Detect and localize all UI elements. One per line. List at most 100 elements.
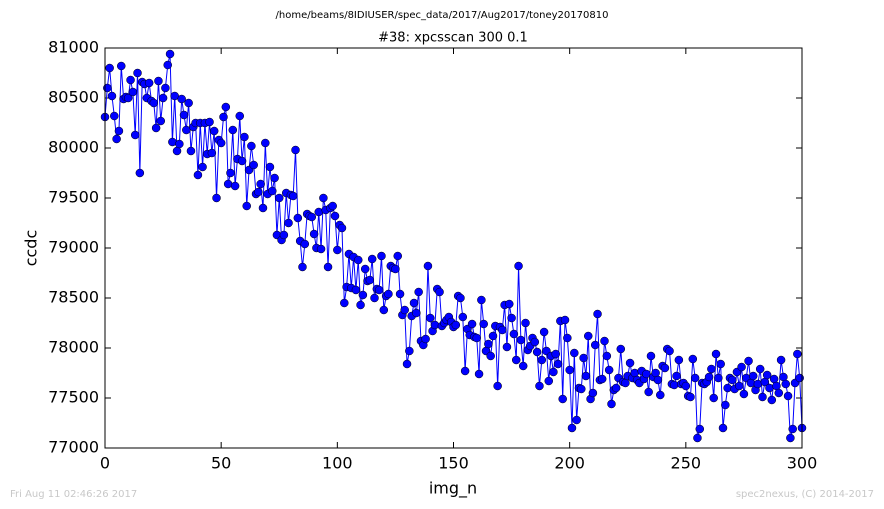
data-point <box>258 203 268 213</box>
data-point <box>451 320 461 330</box>
data-point <box>788 424 797 434</box>
data-point <box>412 308 421 318</box>
data-point <box>105 63 114 73</box>
x-tick-label: 300 <box>787 454 818 473</box>
data-point <box>577 384 586 394</box>
data-point <box>518 361 528 371</box>
data-point <box>379 305 389 315</box>
data-point <box>209 126 219 136</box>
data-point <box>288 191 298 201</box>
data-point <box>254 187 263 197</box>
data-point <box>486 351 495 361</box>
y-axis-label: ccdc <box>22 230 41 267</box>
data-point <box>177 94 186 104</box>
data-point <box>674 355 684 365</box>
data-point <box>249 160 258 170</box>
y-tick-label: 79000 <box>48 238 99 257</box>
data-point <box>646 351 656 361</box>
y-tick-label: 80500 <box>48 88 99 107</box>
data-point <box>268 186 277 196</box>
data-point <box>158 93 168 103</box>
data-point <box>275 193 284 203</box>
x-tick-label: 0 <box>100 454 110 473</box>
data-point <box>226 168 235 178</box>
data-point <box>184 98 193 108</box>
data-point <box>505 299 514 309</box>
data-point <box>625 358 635 368</box>
data-point <box>616 344 626 354</box>
data-point <box>207 148 217 158</box>
data-point <box>728 375 737 385</box>
data-point <box>781 379 790 389</box>
data-point <box>723 383 732 393</box>
data-point <box>107 91 117 101</box>
data-point <box>205 117 214 127</box>
data-point <box>402 359 412 369</box>
data-point <box>384 289 393 299</box>
data-point <box>309 229 319 239</box>
data-point <box>758 392 767 402</box>
data-point <box>421 334 430 344</box>
data-point <box>472 333 481 343</box>
data-point <box>535 381 544 391</box>
data-point <box>590 340 600 350</box>
data-point <box>198 162 207 172</box>
y-tick-label: 78500 <box>48 288 99 307</box>
data-point <box>660 363 670 373</box>
data-point <box>488 331 498 341</box>
data-point <box>755 364 765 374</box>
data-point <box>133 68 142 78</box>
data-point <box>114 126 124 136</box>
data-point <box>270 173 279 183</box>
data-point <box>298 262 307 272</box>
y-tick-label: 81000 <box>48 38 99 57</box>
data-point <box>793 349 802 359</box>
data-point <box>216 138 226 148</box>
data-point <box>718 423 728 433</box>
data-point <box>151 123 161 133</box>
data-point <box>430 320 440 330</box>
data-point <box>530 337 540 347</box>
data-point <box>607 399 616 409</box>
data-point <box>360 264 370 274</box>
data-point <box>602 351 612 361</box>
data-point <box>219 112 228 122</box>
data-point <box>156 116 166 126</box>
data-point <box>604 365 614 375</box>
x-tick-label: 100 <box>322 454 353 473</box>
data-point <box>456 293 465 303</box>
data-point <box>711 349 721 359</box>
data-point <box>686 392 695 402</box>
data-point <box>714 373 723 383</box>
data-point <box>212 193 221 203</box>
data-point <box>337 223 347 233</box>
chart-title: #38: xpcsscan 300 0.1 <box>378 31 528 46</box>
data-point <box>549 367 558 377</box>
x-tick-label: 250 <box>671 454 702 473</box>
data-point <box>774 388 784 398</box>
data-point <box>695 424 705 434</box>
data-point <box>748 371 758 381</box>
data-point <box>293 213 303 223</box>
data-point <box>707 364 716 374</box>
data-point <box>570 348 579 358</box>
footer-left: Fri Aug 11 02:46:26 2017 <box>10 489 137 500</box>
y-tick-label: 77500 <box>48 388 99 407</box>
data-point <box>193 170 203 180</box>
data-point <box>323 262 333 272</box>
y-tick-label: 80000 <box>48 138 99 157</box>
data-point <box>340 298 349 308</box>
data-point <box>767 395 777 405</box>
data-point <box>567 423 577 433</box>
data-point <box>776 355 786 365</box>
data-point <box>479 319 488 329</box>
data-point <box>435 287 444 297</box>
data-point <box>330 211 340 221</box>
data-point <box>532 347 542 357</box>
data-point <box>358 290 368 300</box>
data-point <box>709 393 718 403</box>
data-point <box>328 201 337 211</box>
data-point <box>400 305 409 315</box>
data-point <box>744 356 753 366</box>
